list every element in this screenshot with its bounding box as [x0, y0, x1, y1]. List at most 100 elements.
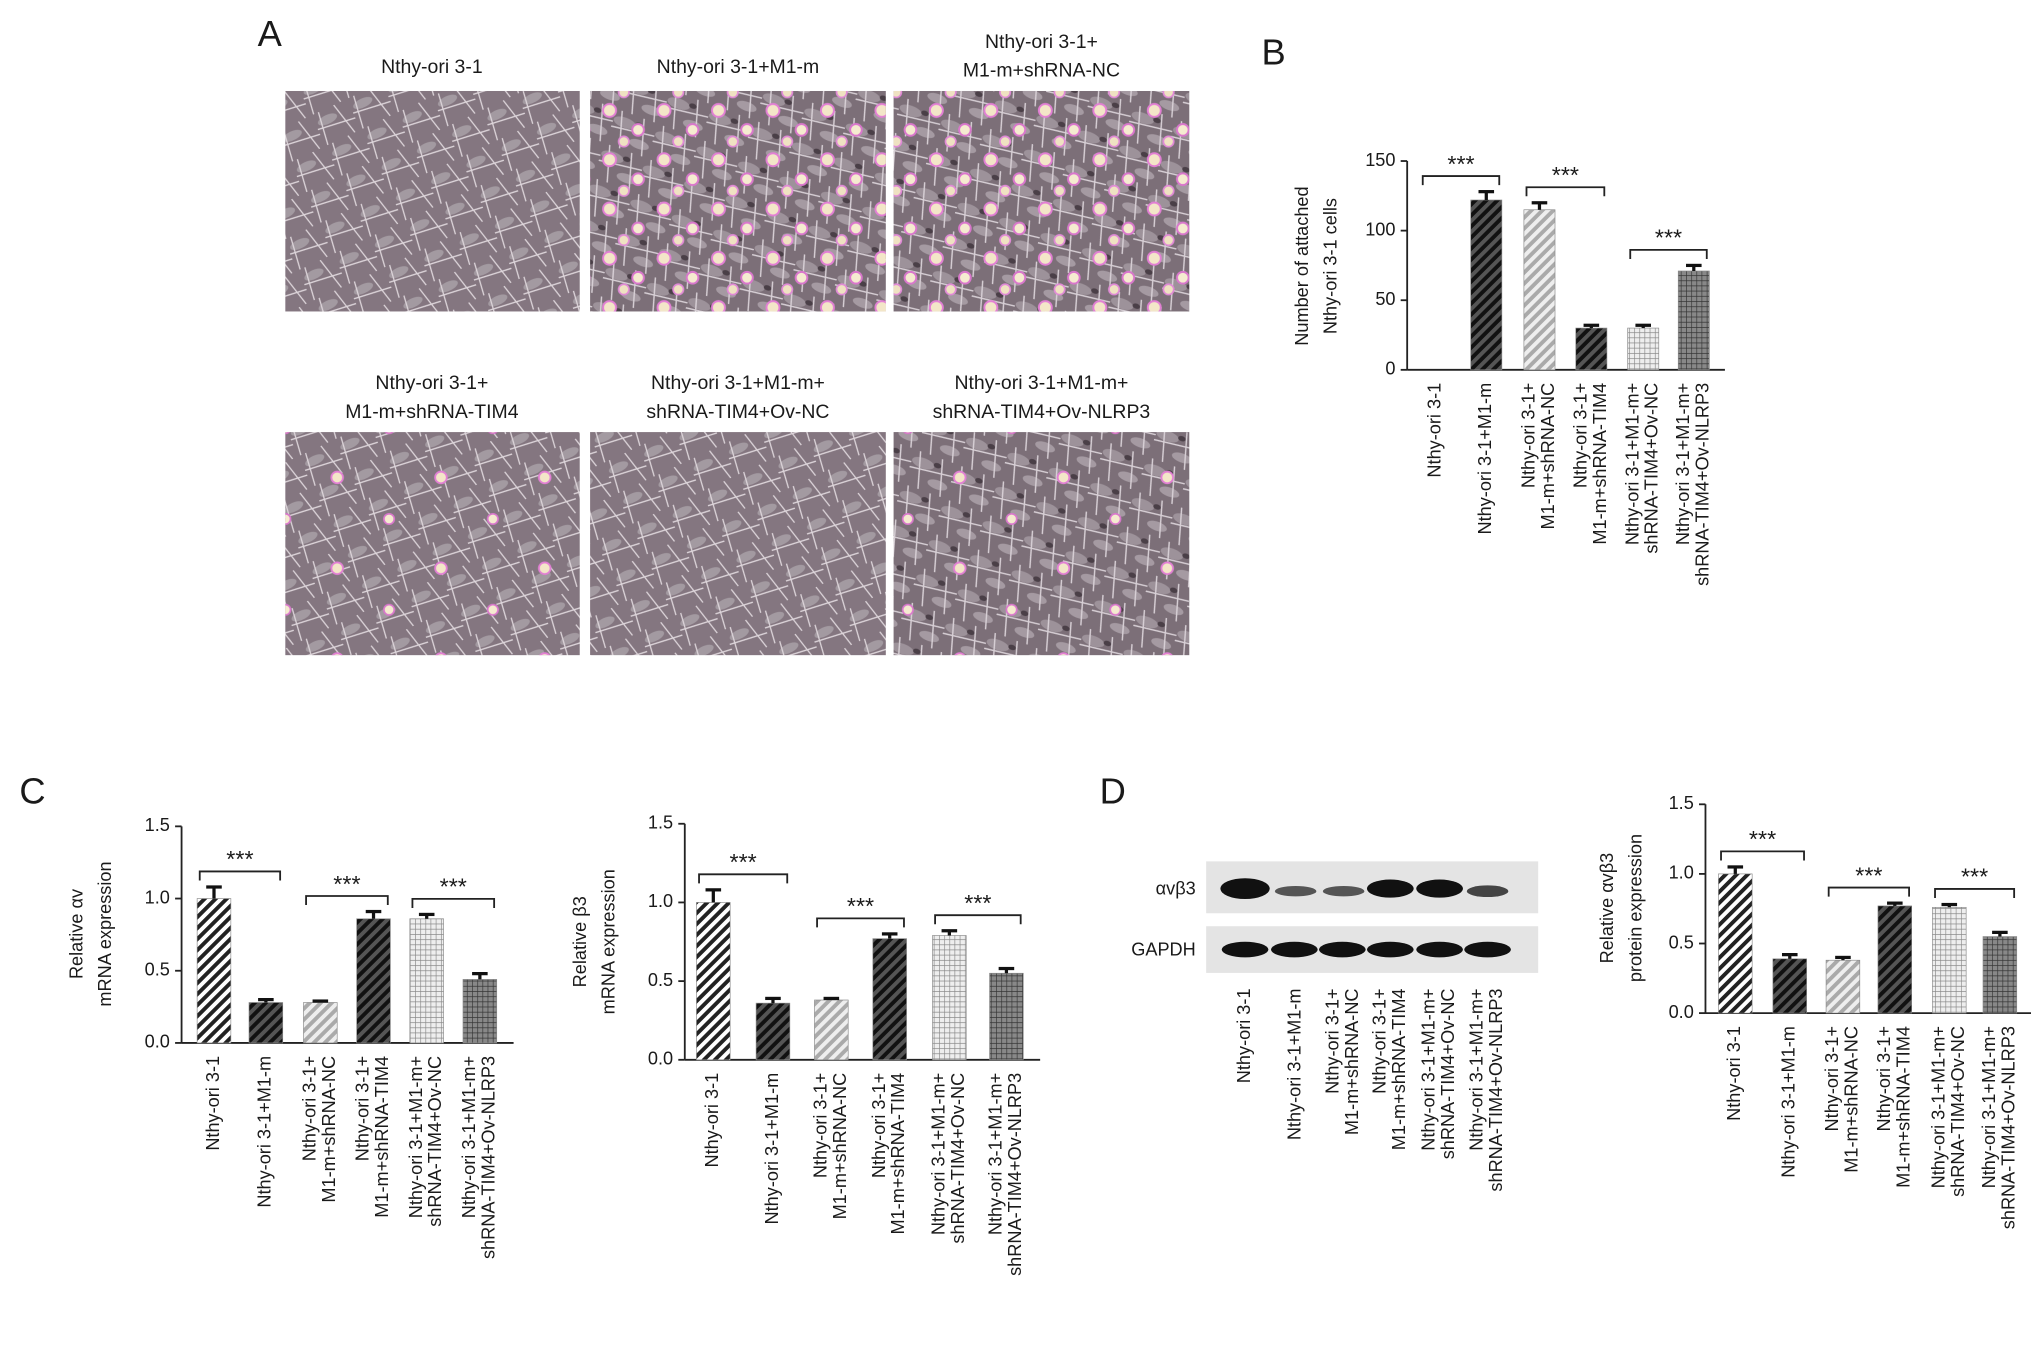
- error-bar: [881, 932, 898, 939]
- y-tick-label: 0.5: [1669, 932, 1694, 952]
- bar: [409, 918, 444, 1044]
- error-bar: [1781, 953, 1798, 959]
- error-bar: [312, 999, 329, 1003]
- micrograph-caption: M1-m+shRNA-TIM4: [345, 401, 519, 423]
- significance-label: ***: [847, 893, 874, 919]
- blot-row-label: GAPDH: [1131, 940, 1196, 960]
- y-tick-label: 0: [1385, 359, 1395, 379]
- blot-lane-label: Nthy-ori 3-1: [1234, 988, 1254, 1083]
- bar: [356, 918, 391, 1044]
- micrograph-cells: [590, 90, 886, 312]
- micrograph-caption: Nthy-ori 3-1+: [375, 372, 488, 394]
- error-bar: [258, 997, 274, 1003]
- blot-lane-label: Nthy-ori 3-1+: [1323, 988, 1343, 1093]
- bar: [1825, 959, 1861, 1014]
- x-tick-label: shRNA-TIM4+Ov-NLRP3: [1998, 1026, 2018, 1229]
- significance-label: ***: [1961, 864, 1988, 890]
- blot-lane-label: shRNA-TIM4+Ov-NLRP3: [1486, 988, 1506, 1191]
- y-tick-label: 0.5: [145, 960, 170, 980]
- x-tick-label: Nthy-ori 3-1+: [1874, 1026, 1894, 1131]
- x-tick-label: Nthy-ori 3-1+: [1822, 1026, 1842, 1131]
- band: [1220, 878, 1270, 899]
- micrograph-cells: [285, 432, 580, 656]
- bar: [1877, 905, 1913, 1014]
- y-tick-label: 1.5: [145, 815, 170, 835]
- error-bar: [823, 996, 840, 1001]
- bar: [1982, 936, 2018, 1014]
- x-tick-label: Nthy-ori 3-1+M1-m+: [1622, 383, 1642, 545]
- x-tick-label: Nthy-ori 3-1+: [1570, 383, 1590, 488]
- band: [1270, 941, 1318, 958]
- micrograph-caption: M1-m+shRNA-NC: [963, 60, 1120, 82]
- blot-lane-label: shRNA-TIM4+Ov-NC: [1438, 988, 1458, 1159]
- y-tick-label: 50: [1375, 289, 1395, 309]
- x-tick-label: shRNA-TIM4+Ov-NC: [425, 1056, 445, 1227]
- x-tick-label: Nthy-ori 3-1+M1-m: [255, 1056, 275, 1208]
- significance-label: ***: [1855, 862, 1882, 888]
- y-axis-label: Relative αv: [67, 888, 87, 979]
- y-tick-label: 0.0: [145, 1032, 170, 1052]
- error-bar: [418, 912, 435, 919]
- x-tick-label: Nthy-ori 3-1: [1724, 1026, 1744, 1121]
- x-tick-label: Nthy-ori 3-1+: [299, 1056, 319, 1161]
- micrograph-caption: Nthy-ori 3-1+: [985, 31, 1098, 53]
- bar: [696, 902, 731, 1061]
- x-tick-label: Nthy-ori 3-1+: [353, 1056, 373, 1161]
- y-tick-label: 100: [1365, 219, 1395, 239]
- band: [1464, 941, 1511, 958]
- significance-label: ***: [1749, 826, 1776, 852]
- y-tick-label: 0.0: [648, 1049, 673, 1069]
- blot-lane-label: M1-m+shRNA-TIM4: [1389, 988, 1409, 1150]
- error-bar: [1992, 930, 2008, 937]
- error-bar: [1887, 901, 1903, 906]
- western-blot: αvβ3 GAPDH: [1131, 861, 1539, 973]
- y-tick-label: 0.5: [648, 970, 673, 990]
- bar: [1677, 270, 1710, 371]
- blot-lane-label: Nthy-ori 3-1+M1-m: [1284, 988, 1304, 1140]
- bar: [303, 1002, 338, 1044]
- y-axis-label: mRNA expression: [95, 861, 115, 1006]
- panel-label: C: [19, 771, 45, 812]
- bar: [1627, 327, 1660, 371]
- micrograph-caption: Nthy-ori 3-1+M1-m+: [651, 372, 825, 394]
- bar: [755, 1002, 791, 1061]
- significance-label: ***: [1447, 151, 1474, 177]
- x-tick-label: Nthy-ori 3-1+M1-m: [1475, 383, 1495, 535]
- y-axis-label: Relative β3: [570, 896, 590, 987]
- x-tick-label: Nthy-ori 3-1+: [1519, 383, 1539, 488]
- x-tick-label: M1-m+shRNA-TIM4: [1893, 1026, 1913, 1188]
- x-tick-label: Nthy-ori 3-1: [702, 1073, 722, 1168]
- band: [1366, 879, 1414, 898]
- error-bar: [1686, 263, 1702, 271]
- x-tick-label: M1-m+shRNA-NC: [830, 1073, 850, 1220]
- x-tick-label: M1-m+shRNA-NC: [1841, 1026, 1861, 1173]
- y-axis-label: Relative αvβ3: [1597, 853, 1617, 964]
- significance-label: ***: [1552, 162, 1579, 188]
- panel-label: D: [1100, 771, 1126, 812]
- micrographs: [285, 90, 1190, 656]
- x-tick-label: Nthy-ori 3-1: [203, 1056, 223, 1151]
- bar: [1523, 209, 1556, 371]
- significance-bracket: [1720, 850, 1805, 861]
- significance-bracket: [305, 895, 389, 906]
- x-tick-label: M1-m+shRNA-TIM4: [888, 1073, 908, 1235]
- error-bar: [365, 909, 382, 919]
- micrograph-caption: Nthy-ori 3-1+M1-m: [657, 56, 820, 78]
- error-bar: [1583, 323, 1600, 329]
- micrograph-caption: shRNA-TIM4+Ov-NLRP3: [933, 401, 1151, 423]
- bar: [872, 938, 907, 1061]
- x-tick-label: Nthy-ori 3-1+M1-m+: [1979, 1026, 1999, 1188]
- error-bar: [472, 972, 488, 980]
- significance-label: ***: [730, 849, 757, 875]
- x-tick-label: shRNA-TIM4+Ov-NC: [948, 1073, 968, 1244]
- bar: [932, 935, 967, 1061]
- y-tick-label: 1.0: [1669, 863, 1694, 883]
- y-tick-label: 150: [1365, 150, 1395, 170]
- significance-label: ***: [440, 874, 467, 900]
- bands: [1220, 878, 1511, 958]
- x-tick-label: Nthy-ori 3-1+M1-m: [1779, 1026, 1799, 1178]
- x-tick-label: Nthy-ori 3-1+M1-m+: [928, 1073, 948, 1235]
- significance-bracket: [1827, 886, 1910, 897]
